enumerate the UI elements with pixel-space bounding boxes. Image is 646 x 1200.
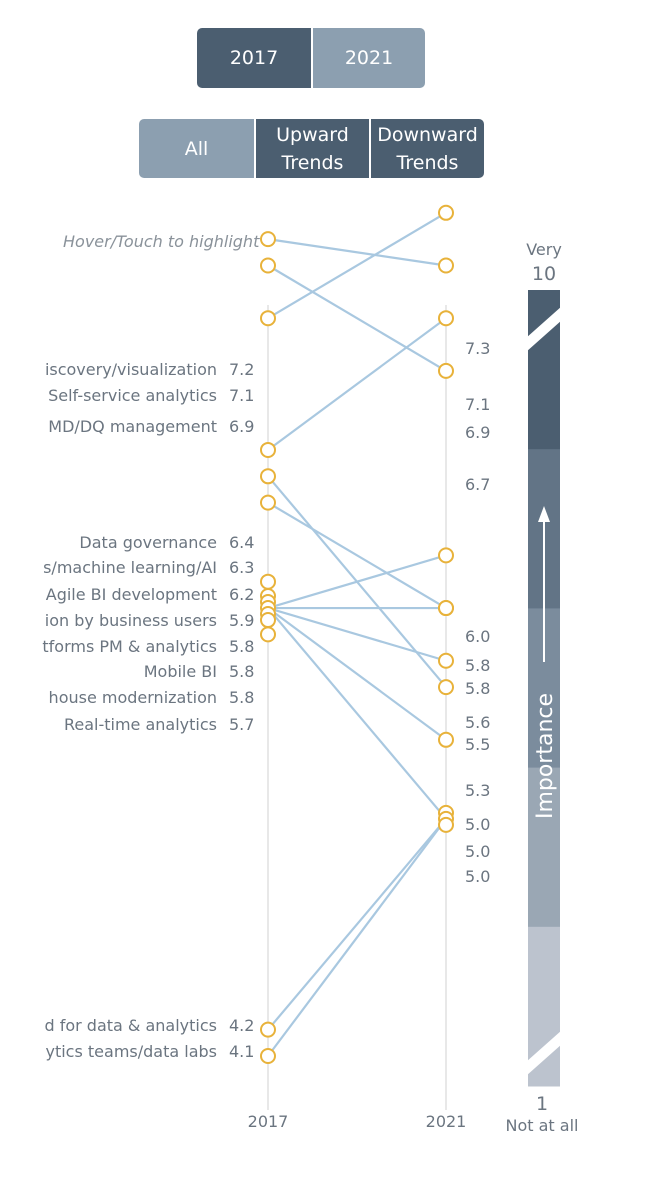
series-label-7: tforms PM & analytics [42,637,217,656]
slope-line-9 [267,606,447,662]
point-2017-3 [260,441,276,458]
slope-line-11 [267,818,447,1031]
series-label-12: ytics teams/data labs [45,1042,217,1061]
x-tick-2021: 2021 [426,1112,467,1131]
value-label-2017-12: 4.1 [229,1042,254,1061]
point-2021-7 [438,600,454,617]
trend-downward-trends-button[interactable]: Downward Trends [369,119,484,178]
x-tick-2017: 2017 [248,1112,289,1131]
series-label-1: Self-service analytics [48,386,217,405]
trend-upward-trends-button[interactable]: Upward Trends [254,119,369,178]
series-label-2: MD/DQ management [48,417,217,436]
value-label-2017-2: 6.9 [229,417,254,436]
value-label-2017-6: 5.9 [229,611,254,630]
value-label-2021-11: 5.0 [465,842,490,861]
value-label-2017-9: 5.8 [229,688,254,707]
value-label-2021-9: 5.3 [465,781,490,800]
series-label-6: ion by business users [45,611,217,630]
series-label-0: iscovery/visualization [45,360,217,379]
scale-break-top [526,306,562,352]
scale-break-bottom [526,1030,562,1076]
slope-line-12 [267,818,447,1057]
scale-title: Importance [533,693,558,819]
series-label-4: s/machine learning/AI [43,558,217,577]
slope-line-3 [267,317,447,451]
point-2017-10 [260,626,276,643]
point-2017-12 [260,1048,276,1064]
point-2017-2 [260,310,276,327]
slope-line-0 [267,238,447,267]
value-label-2017-3: 6.4 [229,533,254,552]
value-label-2021-8: 5.5 [465,735,490,754]
value-label-2021-4: 6.0 [465,627,490,646]
value-label-2021-12: 5.0 [465,867,490,886]
point-2021-14 [438,816,454,833]
value-label-2017-0: 7.2 [229,360,254,379]
slope-line-8 [267,554,447,610]
series-label-9: house modernization [49,688,217,707]
point-2021-13 [438,731,454,748]
value-label-2017-7: 5.8 [229,637,254,656]
point-2017-1 [260,257,276,274]
series-label-10: Real-time analytics [64,715,217,734]
slope-line-1 [267,264,447,372]
point-2021-4 [438,679,454,696]
value-label-2021-1: 7.1 [465,395,490,414]
scale-band-3 [528,767,560,928]
year-2021-button[interactable]: 2021 [311,28,425,88]
value-label-2017-10: 5.7 [229,715,254,734]
trend-all-button[interactable]: All [139,119,254,178]
hover-hint: Hover/Touch to highlight [63,232,260,251]
value-label-2021-10: 5.0 [465,815,490,834]
year-toggle: 2017 2021 [197,28,425,88]
value-label-2021-7: 5.6 [465,713,490,732]
point-2021-1 [438,362,454,379]
series-label-3: Data governance [79,533,217,552]
value-label-2021-0: 7.3 [465,339,490,358]
point-2021-0 [438,257,454,274]
value-label-2017-1: 7.1 [229,386,254,405]
trend-filter: All Upward Trends Downward Trends [139,119,484,178]
value-label-2017-11: 4.2 [229,1016,254,1035]
value-label-2021-6: 5.8 [465,679,490,698]
series-label-8: Mobile BI [144,662,217,681]
value-label-2017-8: 5.8 [229,662,254,681]
series-label-11: d for data & analytics [44,1016,217,1035]
point-2017-14 [260,612,276,629]
value-label-2021-3: 6.7 [465,475,490,494]
scale-bottom-value: 1 [536,1093,548,1115]
slope-line-2 [267,211,447,320]
year-2017-button[interactable]: 2017 [197,28,311,88]
slope-line-14 [267,607,447,820]
value-label-2017-5: 6.2 [229,585,254,604]
point-2017-0 [260,231,276,248]
slope-line-13 [267,607,447,741]
value-label-2021-5: 5.8 [465,656,490,675]
value-label-2017-4: 6.3 [229,558,254,577]
scale-top-label: Very [526,240,562,259]
point-2017-6 [260,573,276,590]
point-2021-9 [438,652,454,669]
point-2021-3 [438,310,454,327]
series-label-5: Agile BI development [46,585,217,604]
scale-bottom-label: Not at all [506,1116,579,1135]
point-2021-2 [438,204,454,221]
point-2017-4 [260,468,276,485]
point-2017-5 [260,494,276,511]
slope-line-5 [267,501,447,609]
point-2021-8 [438,547,454,564]
scale-top-value: 10 [532,263,556,285]
value-label-2021-2: 6.9 [465,423,490,442]
point-2017-11 [260,1021,276,1038]
scale-arrow-head [538,506,550,522]
